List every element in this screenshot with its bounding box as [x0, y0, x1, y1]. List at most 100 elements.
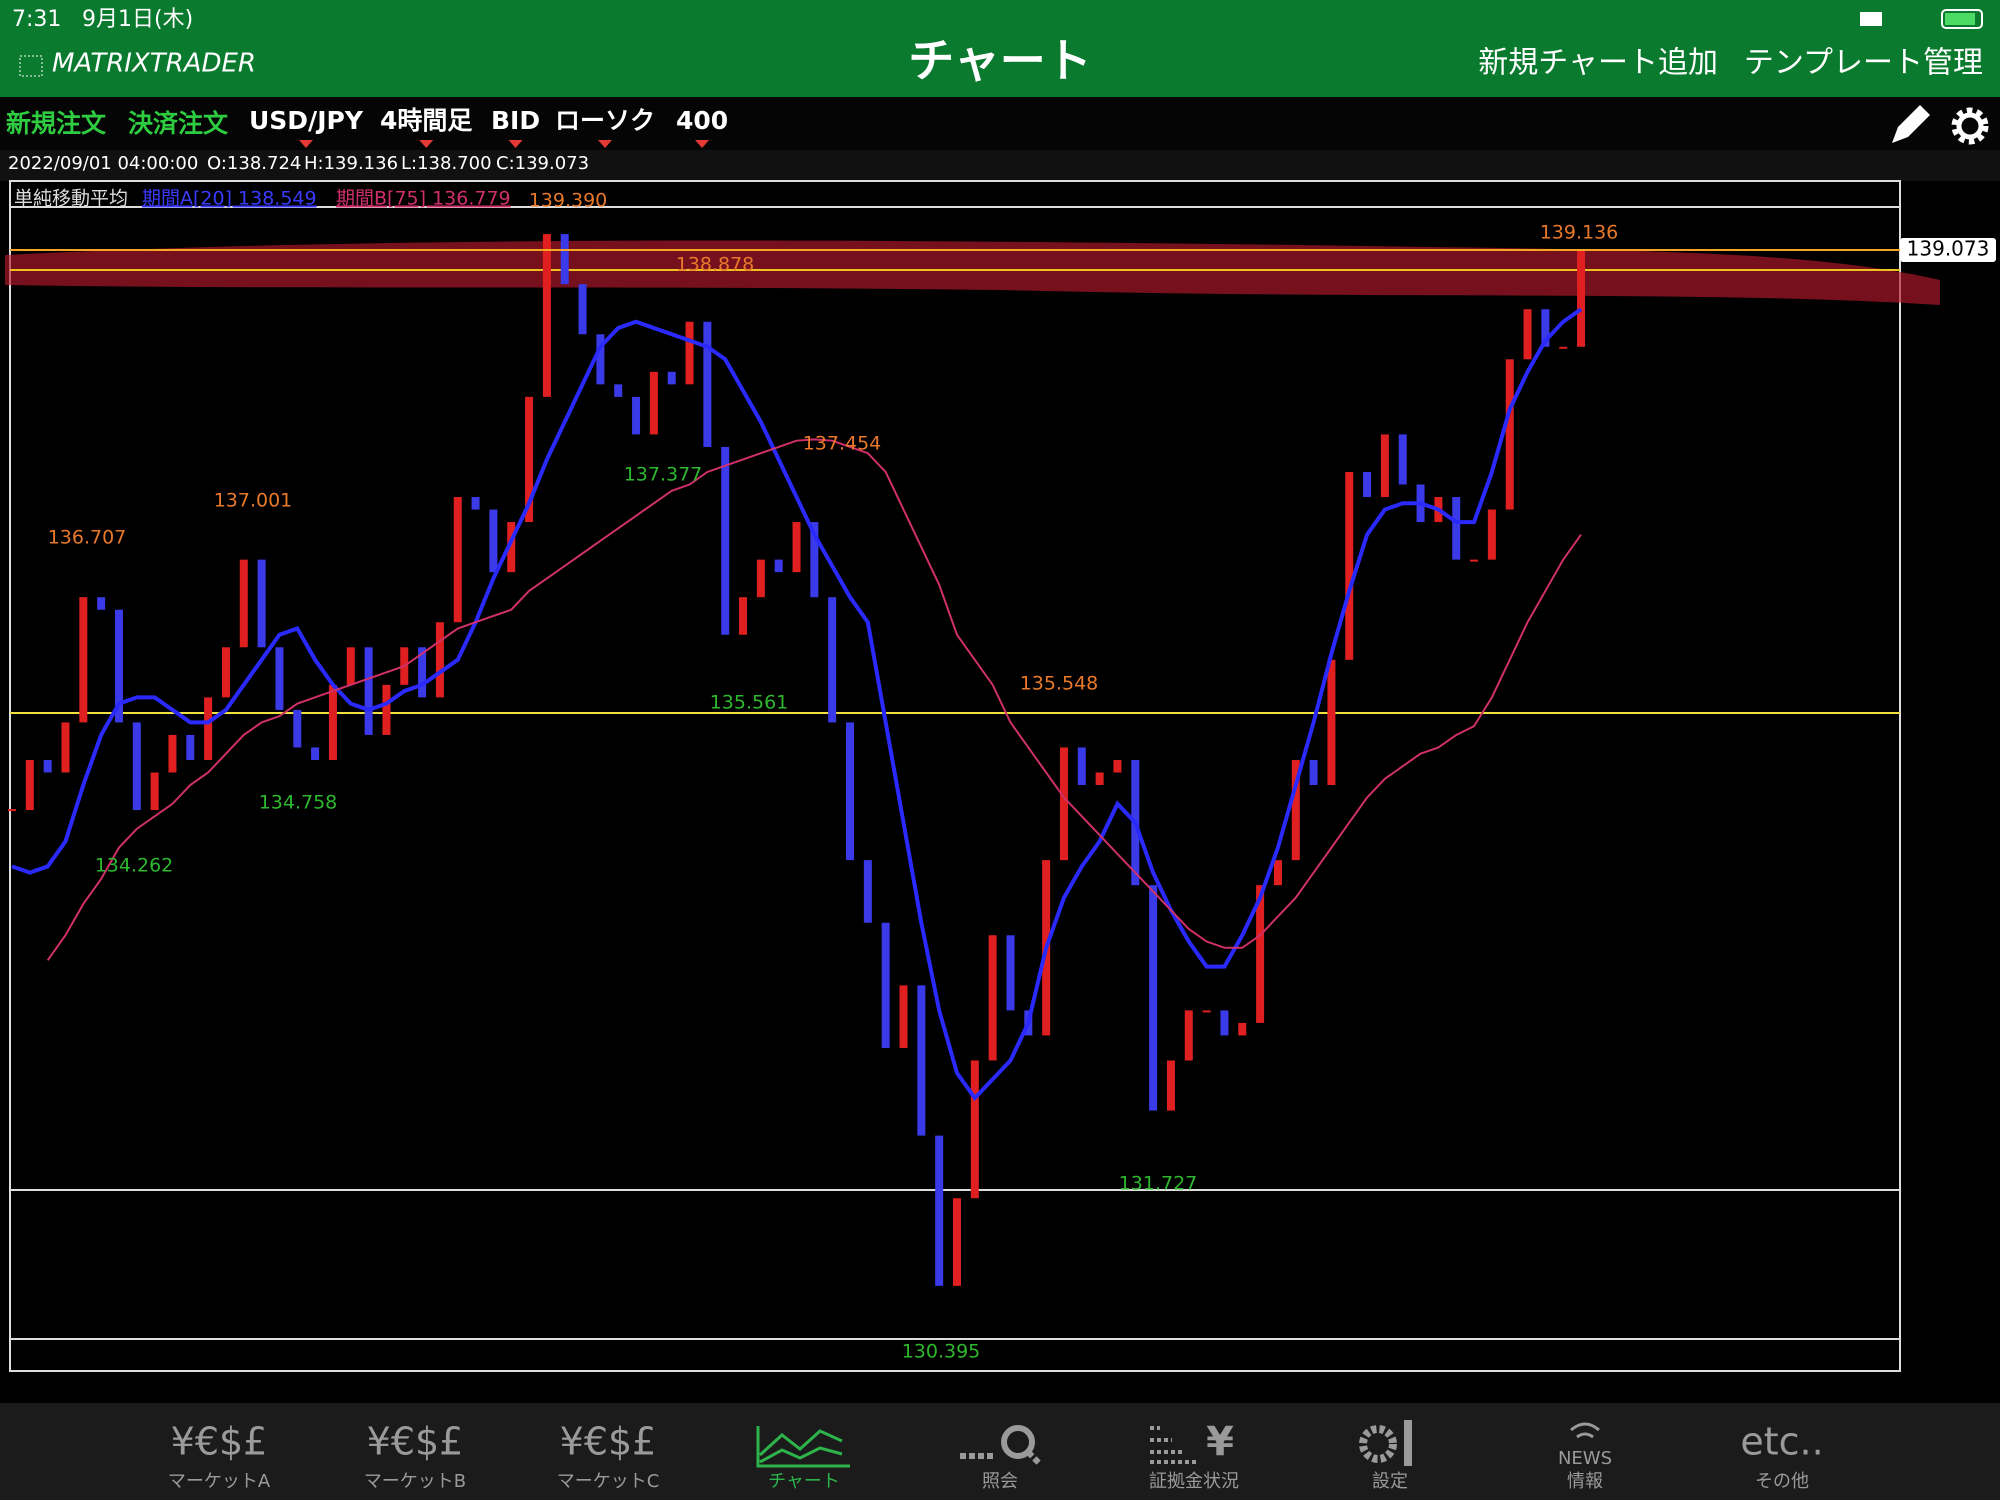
toolbar [0, 97, 2000, 150]
toolbar-selector[interactable]: 4時間足 [380, 106, 472, 135]
candle [1006, 935, 1015, 1011]
add-chart-button[interactable]: 新規チャート追加 [1478, 46, 1718, 81]
candle [1309, 759, 1318, 786]
legend-ma-b[interactable]: 期間B[75] 136.779 [336, 188, 511, 210]
tab-label[interactable]: マーケットC [557, 1471, 660, 1492]
candle [1327, 659, 1336, 786]
close-order-button[interactable]: 決済注文 [128, 109, 229, 138]
candle [632, 396, 641, 435]
candle [1523, 309, 1532, 360]
tab-label[interactable]: 証拠金状況 [1149, 1471, 1239, 1492]
toolbar-selector[interactable]: 400 [676, 106, 728, 135]
candle [1291, 759, 1300, 861]
moving-average-line [46, 438, 1582, 961]
tab-label[interactable]: その他 [1755, 1471, 1809, 1492]
dropdown-arrow [298, 140, 313, 148]
tab-icon-text[interactable]: ¥€$£ [560, 1420, 657, 1464]
plot [8, 234, 1586, 1286]
toolbar-selector[interactable]: BID [491, 106, 540, 135]
candle [364, 647, 373, 735]
battery-level [1945, 13, 1975, 25]
edit-icon[interactable] [1892, 105, 1930, 143]
ohlc-info: 2022/09/01 04:00:00 [8, 153, 198, 174]
template-button[interactable]: テンプレート管理 [1744, 46, 1983, 81]
candle [382, 684, 391, 735]
candle [828, 597, 837, 723]
tab-label[interactable]: 設定 [1372, 1471, 1408, 1492]
candle [685, 321, 694, 385]
current-price-label: 139.073 [1907, 236, 1990, 260]
candle [346, 647, 355, 685]
tab-icon-text[interactable]: NEWS [1558, 1448, 1612, 1469]
candle [311, 747, 320, 760]
candle [1559, 346, 1568, 349]
tab-label[interactable]: マーケットA [168, 1471, 271, 1492]
ohlc-info: O:138.724 [207, 153, 301, 174]
candle [1113, 759, 1122, 773]
candle [649, 371, 658, 435]
app-logo: MATRIXTRADER [52, 49, 256, 79]
tab-icon-text[interactable]: ¥ [1206, 1419, 1234, 1465]
candle [328, 684, 337, 760]
tab-label[interactable]: 照会 [982, 1471, 1018, 1492]
candle [275, 647, 284, 710]
candle [471, 497, 480, 510]
high-label: 138.878 [676, 254, 755, 276]
candle [917, 985, 926, 1136]
signal-icon [1860, 12, 1882, 26]
candle [435, 622, 444, 698]
legend-ma-a[interactable]: 期間A[20] 138.549 [142, 188, 317, 210]
ohlc-info: H:139.136 [304, 153, 398, 174]
low-label: 135.561 [710, 692, 789, 714]
low-label: 134.758 [259, 792, 338, 814]
candle [221, 647, 230, 698]
chart-tab-icon [756, 1426, 850, 1468]
candle [1363, 471, 1372, 498]
candle [578, 284, 587, 335]
settings-icon[interactable] [1951, 107, 1989, 145]
dropdown-arrow [419, 140, 434, 148]
low-label: 137.377 [624, 464, 703, 486]
candle [1380, 434, 1389, 498]
tab-label[interactable]: チャート [768, 1471, 840, 1492]
candle [1166, 1060, 1175, 1111]
candle [881, 922, 890, 1048]
tab-icon-text[interactable]: ¥€$£ [367, 1420, 464, 1464]
ohlc-info: L:138.700 [401, 153, 492, 174]
candle [863, 860, 872, 923]
toolbar-selector[interactable]: ローソク [555, 106, 655, 135]
candle [25, 759, 34, 811]
candle [1345, 471, 1354, 660]
candle [1256, 885, 1265, 1023]
dropdown-arrow [598, 140, 613, 148]
toolbar-selector[interactable]: USD/JPY [249, 106, 364, 135]
candle [168, 734, 177, 773]
low-label: 131.727 [1119, 1173, 1198, 1195]
candle [239, 559, 248, 648]
tab-label[interactable]: 情報 [1567, 1471, 1603, 1492]
new-order-button[interactable]: 新規注文 [6, 109, 107, 138]
candle [1238, 1022, 1247, 1036]
candle [703, 321, 712, 447]
candle [489, 509, 498, 573]
candle [721, 446, 730, 635]
header-bar [0, 0, 2000, 97]
tab-icon-text[interactable]: etc.. [1740, 1420, 1823, 1464]
high-label: 137.454 [803, 433, 882, 455]
high-label: 137.001 [214, 490, 293, 512]
candle [1184, 1010, 1193, 1061]
candle [935, 1135, 944, 1286]
ohlc-info: C:139.073 [496, 153, 589, 174]
candle [739, 597, 748, 635]
low-label: 134.262 [95, 855, 174, 877]
candle [970, 1060, 979, 1199]
candle [988, 935, 997, 1061]
candle [542, 234, 551, 397]
settings-tab-icon [1359, 1425, 1397, 1463]
tab-label[interactable]: マーケットB [364, 1471, 466, 1492]
wrench-icon [1404, 1420, 1412, 1466]
tab-icon-text[interactable]: ¥€$£ [171, 1420, 268, 1464]
candle [525, 396, 534, 523]
